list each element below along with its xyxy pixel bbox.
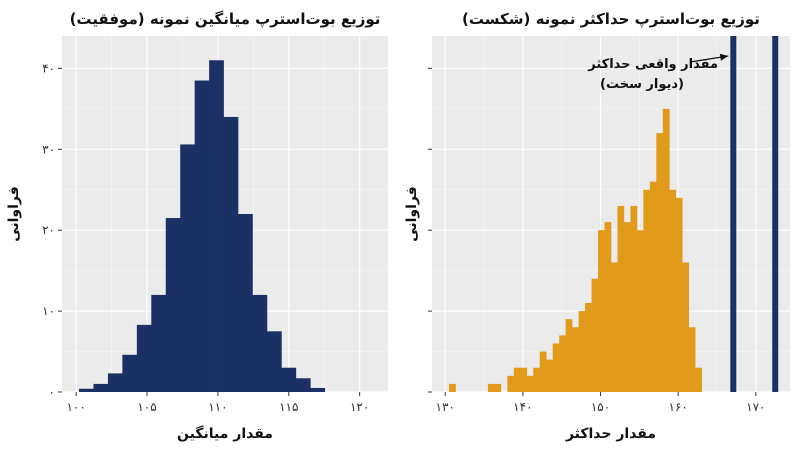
histogram-bar xyxy=(682,262,690,392)
histogram-bar xyxy=(180,144,195,392)
x-tick-label: ۱۱۰ xyxy=(208,400,227,414)
ticks-right: ۱۳۰ ۱۴۰ ۱۵۰ ۱۶۰ ۱۷۰ xyxy=(428,67,766,414)
histogram-bar xyxy=(688,327,696,392)
histogram-bar xyxy=(662,108,670,393)
histogram-bar xyxy=(281,367,297,392)
histogram-bar xyxy=(209,60,224,392)
histogram-bar xyxy=(79,388,94,392)
histogram-bar xyxy=(136,324,152,392)
histogram-bar xyxy=(295,378,311,392)
histogram-bar xyxy=(107,373,123,392)
histogram-bar xyxy=(252,294,268,392)
histogram-bar xyxy=(526,375,534,392)
histogram-bar xyxy=(513,367,521,392)
histogram-bar xyxy=(675,197,683,392)
y-tick-label: ۰ xyxy=(49,385,55,399)
histogram-bar xyxy=(238,214,253,392)
x-tick-label: ۱۱۵ xyxy=(279,400,298,414)
histogram-bar xyxy=(194,80,210,392)
histogram-bar xyxy=(591,278,599,392)
histogram-bar xyxy=(630,205,638,392)
histogram-bar xyxy=(546,359,554,392)
x-tick-label: ۱۴۰ xyxy=(513,400,532,414)
x-axis-label-right: مقدار حداکثر xyxy=(565,426,656,442)
histogram-bar xyxy=(649,181,657,392)
annotation-line-2: (دیوار سخت) xyxy=(600,77,684,92)
histogram-bar xyxy=(494,383,502,392)
histogram-bar xyxy=(266,331,282,392)
histogram-bar xyxy=(604,222,612,392)
histogram-bar xyxy=(585,303,592,392)
annotation-arrowhead xyxy=(719,53,729,61)
x-tick-label: ۱۳۰ xyxy=(436,400,455,414)
bars-left xyxy=(79,60,326,392)
x-tick-label: ۱۰۰ xyxy=(67,400,86,414)
y-tick-label: ۴۰ xyxy=(42,61,55,75)
histogram-bar xyxy=(520,367,528,392)
histogram-bar xyxy=(695,367,702,392)
histogram-bar xyxy=(578,311,586,392)
histogram-bar xyxy=(93,383,109,392)
ticks-left: ۱۰۰ ۱۰۵ ۱۱۰ ۱۱۵ ۱۲۰ ۰ ۱۰ ۲۰ ۳۰ ۴۰ xyxy=(42,61,369,414)
histogram-bar xyxy=(539,351,547,392)
bars-right xyxy=(449,108,702,393)
y-tick-label: ۱۰ xyxy=(42,304,55,318)
panel-failure: ۱۳۰ ۱۴۰ ۱۵۰ ۱۶۰ ۱۷۰ توزیع بوت‌استرپ حداکثر ن… xyxy=(404,10,790,442)
histogram-bar xyxy=(487,383,495,392)
histogram-bar xyxy=(507,375,515,392)
histogram-bar xyxy=(623,222,631,392)
x-tick-label: ۱۲۰ xyxy=(350,400,369,414)
histogram-bar xyxy=(617,205,625,392)
x-axis-label-left: مقدار میانگین xyxy=(177,425,273,442)
histogram-bar xyxy=(656,133,664,392)
histogram-bar xyxy=(165,218,181,392)
histogram-bar xyxy=(533,367,541,392)
y-tick-label: ۳۰ xyxy=(42,142,55,156)
x-tick-label: ۱۶۰ xyxy=(669,400,688,414)
histogram-bar xyxy=(552,343,560,392)
vlines-right xyxy=(730,36,779,392)
histogram-bar xyxy=(598,230,605,392)
histogram-bar xyxy=(572,327,579,392)
x-tick-label: ۱۵۰ xyxy=(591,400,610,414)
annotation-line-1: مقدار واقعی حداکثر xyxy=(587,57,718,72)
histogram-bar xyxy=(449,383,456,392)
chart-title-left: توزیع بوت‌استرپ میانگین نمونه (موفقیت) xyxy=(70,10,381,28)
y-tick-label: ۲۰ xyxy=(42,223,55,237)
histogram-bar xyxy=(643,189,651,392)
x-tick-label: ۱۷۰ xyxy=(746,400,765,414)
histogram-bar xyxy=(559,335,566,392)
histogram-bar xyxy=(669,189,677,392)
chart-title-right: توزیع بوت‌استرپ حداکثر نمونه (شکست) xyxy=(462,10,760,28)
histogram-bar xyxy=(565,319,573,392)
histogram-bar xyxy=(122,354,138,392)
histogram-bar xyxy=(310,387,326,392)
panel-success: ۱۰۰ ۱۰۵ ۱۱۰ ۱۱۵ ۱۲۰ ۰ ۱۰ ۲۰ ۳۰ ۴۰ توزیع بوت‌استرپ… xyxy=(6,10,388,442)
histogram-bar xyxy=(223,116,239,392)
x-tick-label: ۱۰۵ xyxy=(137,400,156,414)
histogram-bar xyxy=(636,230,644,392)
y-axis-label-left: فراوانی xyxy=(6,186,22,242)
histogram-bar xyxy=(611,262,618,392)
y-axis-label-right: فراوانی xyxy=(404,186,420,242)
histogram-bar xyxy=(151,294,167,392)
